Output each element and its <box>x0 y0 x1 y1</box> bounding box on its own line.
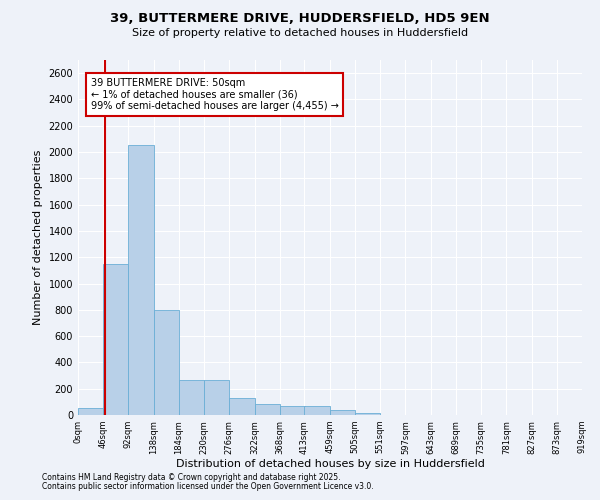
Bar <box>304 406 330 415</box>
Text: 39 BUTTERMERE DRIVE: 50sqm
← 1% of detached houses are smaller (36)
99% of semi-: 39 BUTTERMERE DRIVE: 50sqm ← 1% of detac… <box>91 78 338 111</box>
Y-axis label: Number of detached properties: Number of detached properties <box>33 150 43 325</box>
Bar <box>229 398 254 415</box>
Text: 39, BUTTERMERE DRIVE, HUDDERSFIELD, HD5 9EN: 39, BUTTERMERE DRIVE, HUDDERSFIELD, HD5 … <box>110 12 490 26</box>
Bar <box>103 264 128 415</box>
Text: Contains public sector information licensed under the Open Government Licence v3: Contains public sector information licen… <box>42 482 374 491</box>
Bar <box>280 406 305 415</box>
Bar <box>78 408 103 415</box>
X-axis label: Distribution of detached houses by size in Huddersfield: Distribution of detached houses by size … <box>176 460 484 469</box>
Bar <box>254 404 280 415</box>
Bar <box>355 414 380 415</box>
Bar <box>128 146 154 415</box>
Text: Size of property relative to detached houses in Huddersfield: Size of property relative to detached ho… <box>132 28 468 38</box>
Bar <box>179 380 204 415</box>
Bar <box>204 380 229 415</box>
Bar <box>154 310 179 415</box>
Text: Contains HM Land Registry data © Crown copyright and database right 2025.: Contains HM Land Registry data © Crown c… <box>42 474 341 482</box>
Bar <box>330 410 355 415</box>
